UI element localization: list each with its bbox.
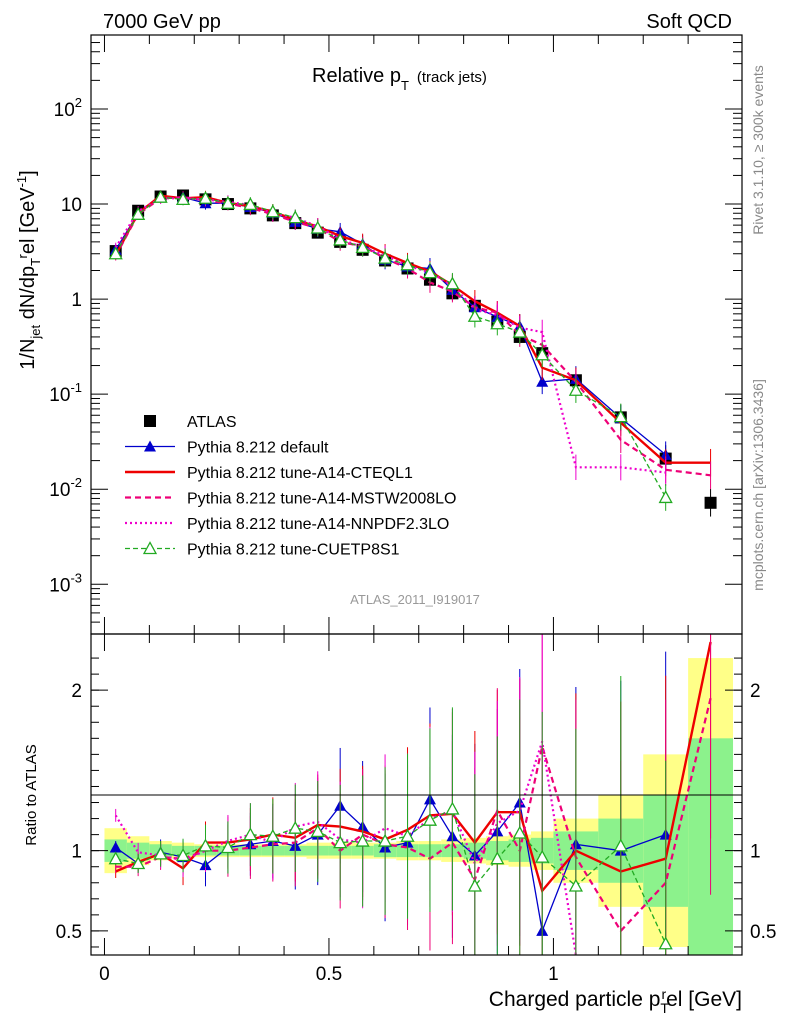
main-ylabel: 1/Njet dN/dpTrel [GeV-1] xyxy=(14,170,43,369)
ratio-point-4-18 xyxy=(512,825,527,839)
ratio-line-2 xyxy=(115,697,712,933)
legend-label-2: Pythia 8.212 tune-A14-CTEQL1 xyxy=(187,465,413,482)
plot-title-main: Relative p xyxy=(312,65,401,87)
ratio-point-4-13 xyxy=(400,828,415,842)
ratio-point-4-2 xyxy=(153,846,168,860)
legend-marker-5 xyxy=(142,541,158,555)
plot-title-sub: T xyxy=(401,78,409,93)
main-ytick-label: 1 xyxy=(71,290,82,311)
legend-label-5: Pythia 8.212 tune-CUETP8S1 xyxy=(187,542,400,559)
main-point-5-21 xyxy=(613,409,628,423)
ratio-point-4-7 xyxy=(265,828,280,842)
main-point-5-12 xyxy=(377,250,393,264)
legend-label-0: ATLAS xyxy=(187,414,237,431)
main-point-5-7 xyxy=(265,204,280,218)
mcplots-label: mcplots.cern.ch [arXiv:1306.3436] xyxy=(750,379,766,591)
main-point-0-23 xyxy=(704,496,717,509)
main-point-5-5 xyxy=(220,195,236,209)
ratio-plot-series xyxy=(108,634,712,956)
main-point-5-18 xyxy=(512,324,527,338)
ratio-ytick-label: 1 xyxy=(71,842,82,863)
legend-label-1: Pythia 8.212 default xyxy=(187,440,329,457)
ratio-point-4-0 xyxy=(108,851,123,865)
main-ytick-exp: -1 xyxy=(70,380,82,395)
ratio-ytick-label: 2 xyxy=(71,681,82,702)
plot-title: Relative pT (track jets) xyxy=(312,65,487,93)
main-point-5-13 xyxy=(400,257,415,271)
main-ytick-label: 10 xyxy=(61,195,82,216)
xtick-label: 1 xyxy=(548,964,559,985)
main-line-4 xyxy=(114,197,666,474)
main-ytick-exp: -3 xyxy=(70,570,82,585)
ratio-ylabel: Ratio to ATLAS xyxy=(23,744,40,845)
ratio-ytick-label-r: 2 xyxy=(750,681,761,702)
main-point-5-22 xyxy=(658,490,673,504)
ratio-point-4-3 xyxy=(175,848,191,862)
header-left: 7000 GeV pp xyxy=(103,11,221,33)
header-right: Soft QCD xyxy=(646,11,732,33)
ratio-point-4-10 xyxy=(333,835,348,849)
main-point-5-10 xyxy=(333,232,348,246)
legend: ATLAS Pythia 8.212 default Pythia 8.212 tu… xyxy=(125,414,456,559)
ratio-point-4-8 xyxy=(288,820,303,834)
ratio-point-4-14 xyxy=(422,812,438,826)
ratio-point-4-9 xyxy=(310,824,325,838)
main-point-5-15 xyxy=(445,276,460,290)
ratio-ytick-label: 0.5 xyxy=(56,922,82,943)
ratio-point-4-1 xyxy=(131,856,146,870)
main-point-5-17 xyxy=(490,316,505,330)
ratio-point-4-12 xyxy=(377,833,393,847)
ratio-point-4-21 xyxy=(613,838,628,852)
ratio-line-3 xyxy=(114,741,577,956)
ratio-point-4-15 xyxy=(445,801,460,815)
main-point-5-14 xyxy=(422,265,438,279)
main-point-5-3 xyxy=(175,192,191,206)
ratio-point-4-17 xyxy=(490,851,505,865)
ratio-point-4-4 xyxy=(198,838,213,852)
ratio-series-4 xyxy=(108,675,673,955)
main-point-1-19 xyxy=(536,375,549,387)
main-point-5-1 xyxy=(131,206,146,220)
ratio-point-4-5 xyxy=(220,840,236,854)
main-series-5 xyxy=(108,189,673,511)
ratio-point-0-0 xyxy=(109,841,122,853)
ratio-point-4-20 xyxy=(568,878,583,892)
xtick-label: 0 xyxy=(99,964,110,985)
main-plot-series xyxy=(108,189,717,517)
main-point-5-6 xyxy=(243,197,258,211)
legend-marker-1 xyxy=(144,440,156,452)
main-point-5-2 xyxy=(153,189,168,203)
ratio-ytick-label-r: 0.5 xyxy=(750,922,776,943)
legend-label-3: Pythia 8.212 tune-A14-MSTW2008LO xyxy=(187,491,456,508)
main-point-5-0 xyxy=(108,246,123,260)
xtick-label: 0.5 xyxy=(316,964,342,985)
ratio-point-4-19 xyxy=(535,849,550,863)
analysis-watermark: ATLAS_2011_I919017 xyxy=(350,592,480,607)
ratio-ytick-label-r: 1 xyxy=(750,842,761,863)
main-ytick-exp: -2 xyxy=(70,475,82,490)
rivet-label: Rivet 3.1.10, ≥ 300k events xyxy=(750,65,766,235)
ratio-point-4-22 xyxy=(658,936,673,950)
main-line-2 xyxy=(114,194,711,464)
main-point-5-9 xyxy=(310,220,325,234)
legend-marker-0 xyxy=(144,415,156,427)
main-point-5-4 xyxy=(198,190,213,204)
main-point-5-16 xyxy=(467,308,482,322)
main-point-5-8 xyxy=(288,210,303,224)
main-point-5-20 xyxy=(568,382,583,396)
ratio-point-4-11 xyxy=(355,833,370,847)
main-ytick-exp: 2 xyxy=(75,95,82,110)
ratio-point-4-16 xyxy=(467,878,482,892)
plot-title-extra: (track jets) xyxy=(417,69,487,86)
legend-label-4: Pythia 8.212 tune-A14-NNPDF2.3LO xyxy=(187,516,449,533)
ratio-point-4-6 xyxy=(243,827,258,841)
main-point-5-11 xyxy=(355,240,370,254)
main-point-5-19 xyxy=(535,347,550,361)
